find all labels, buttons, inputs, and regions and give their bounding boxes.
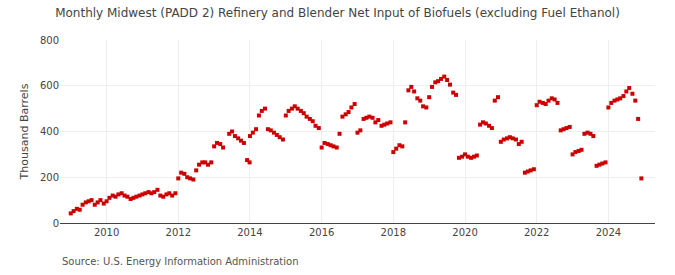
svg-text:400: 400 xyxy=(40,126,59,137)
svg-text:2020: 2020 xyxy=(452,227,477,238)
svg-text:Thousand Barrels: Thousand Barrels xyxy=(18,83,31,180)
svg-text:2012: 2012 xyxy=(166,227,191,238)
svg-text:200: 200 xyxy=(40,172,59,183)
svg-text:2014: 2014 xyxy=(237,227,262,238)
svg-text:Monthly Midwest (PADD 2) Refin: Monthly Midwest (PADD 2) Refinery and Bl… xyxy=(55,6,620,20)
svg-text:2016: 2016 xyxy=(309,227,334,238)
svg-text:2018: 2018 xyxy=(381,227,406,238)
svg-text:Source: U.S. Energy Informatio: Source: U.S. Energy Information Administ… xyxy=(62,256,299,267)
svg-text:800: 800 xyxy=(40,35,59,46)
svg-text:2024: 2024 xyxy=(596,227,621,238)
svg-text:0: 0 xyxy=(53,218,59,229)
svg-text:600: 600 xyxy=(40,80,59,91)
svg-text:2010: 2010 xyxy=(94,227,119,238)
svg-text:2022: 2022 xyxy=(524,227,549,238)
